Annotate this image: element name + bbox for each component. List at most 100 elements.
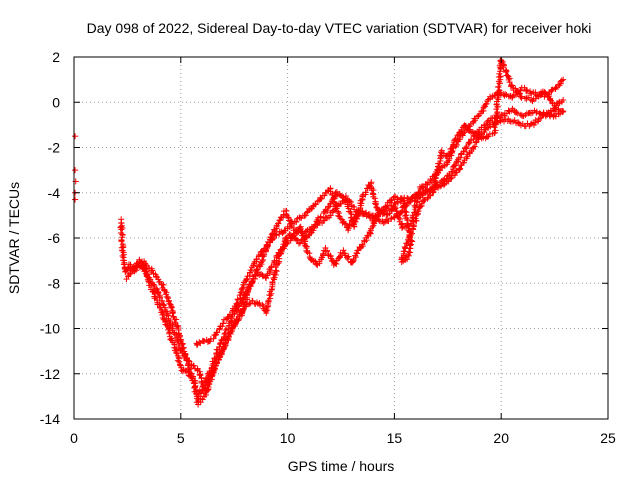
data-point — [448, 145, 455, 152]
data-point — [497, 117, 504, 124]
data-point — [219, 323, 226, 330]
x-tick-label: 20 — [493, 430, 509, 446]
data-point — [196, 339, 203, 346]
data-point — [359, 193, 366, 200]
data-point — [170, 313, 177, 320]
data-point — [433, 171, 440, 178]
data-point — [243, 300, 250, 307]
data-point — [560, 76, 567, 83]
data-point — [518, 93, 525, 100]
data-point — [118, 237, 125, 244]
data-point — [552, 85, 559, 92]
data-point — [414, 208, 421, 215]
data-point — [472, 139, 479, 146]
data-point — [273, 268, 280, 275]
data-point — [174, 357, 181, 364]
data-point — [447, 175, 454, 182]
data-point — [352, 211, 359, 218]
data-point — [306, 254, 313, 261]
data-point — [162, 307, 169, 314]
data-point — [293, 236, 300, 243]
data-point — [419, 190, 426, 197]
data-point — [336, 253, 343, 260]
data-point — [318, 195, 325, 202]
data-point — [210, 335, 217, 342]
data-point — [499, 61, 506, 68]
data-point — [402, 244, 409, 251]
data-point — [146, 264, 153, 271]
data-point — [225, 334, 232, 341]
ticks-layer: 0 5 10 15 20 25 -14 -12 -10 -8 -6 -4 -2 0 2 — [40, 49, 616, 446]
data-point — [372, 200, 379, 207]
data-point — [285, 214, 292, 221]
data-point — [300, 235, 307, 242]
data-point — [417, 203, 424, 210]
data-point — [432, 175, 439, 182]
data-point — [371, 195, 378, 202]
data-point — [427, 192, 434, 199]
data-point — [452, 135, 459, 142]
data-point — [398, 209, 405, 216]
data-point — [450, 163, 457, 170]
data-point — [253, 299, 260, 306]
data-point — [144, 271, 151, 278]
data-point — [235, 316, 242, 323]
data-point — [119, 252, 126, 259]
data-point — [302, 212, 309, 219]
data-point — [269, 279, 276, 286]
data-point — [176, 333, 183, 340]
data-point — [340, 247, 347, 254]
data-point — [323, 247, 330, 254]
y-tick-label: -6 — [48, 230, 61, 246]
data-point — [173, 316, 180, 323]
data-point — [374, 212, 381, 219]
data-point — [222, 340, 229, 347]
data-point — [213, 346, 220, 353]
data-point — [502, 69, 509, 76]
data-point — [359, 241, 366, 248]
data-point — [460, 148, 467, 155]
data-point — [125, 261, 132, 268]
y-tick-label: -14 — [40, 411, 60, 427]
x-tick-label: 15 — [387, 430, 403, 446]
data-point — [555, 105, 562, 112]
y-axis-label: SDTVAR / TECUs — [6, 182, 22, 294]
data-point — [182, 367, 189, 374]
data-point — [297, 225, 304, 232]
data-point — [153, 273, 160, 280]
y-tick-label: -12 — [40, 366, 60, 382]
data-point — [424, 195, 431, 202]
data-point — [471, 143, 478, 150]
data-point — [153, 285, 160, 292]
data-point — [511, 117, 518, 124]
data-point — [72, 196, 79, 203]
data-point — [187, 365, 194, 372]
data-point — [496, 87, 503, 94]
data-point — [183, 356, 190, 363]
y-tick-label: 0 — [52, 94, 60, 110]
data-point — [301, 212, 308, 219]
data-point — [412, 215, 419, 222]
data-point — [167, 336, 174, 343]
data-point — [173, 349, 180, 356]
data-point — [345, 253, 352, 260]
data-point — [156, 294, 163, 301]
data-point — [483, 100, 490, 107]
data-point — [426, 191, 433, 198]
data-point — [415, 207, 422, 214]
data-point — [166, 330, 173, 337]
data-point — [366, 229, 373, 236]
data-point — [496, 70, 503, 77]
data-point — [399, 204, 406, 211]
data-point — [322, 244, 329, 251]
data-point — [457, 165, 464, 172]
data-point — [273, 231, 280, 238]
data-point — [293, 218, 300, 225]
data-point — [311, 257, 318, 264]
data-point — [199, 396, 206, 403]
data-point — [264, 243, 271, 250]
data-point — [484, 118, 491, 125]
data-point — [558, 77, 565, 84]
data-point — [229, 325, 236, 332]
data-point — [275, 220, 282, 227]
